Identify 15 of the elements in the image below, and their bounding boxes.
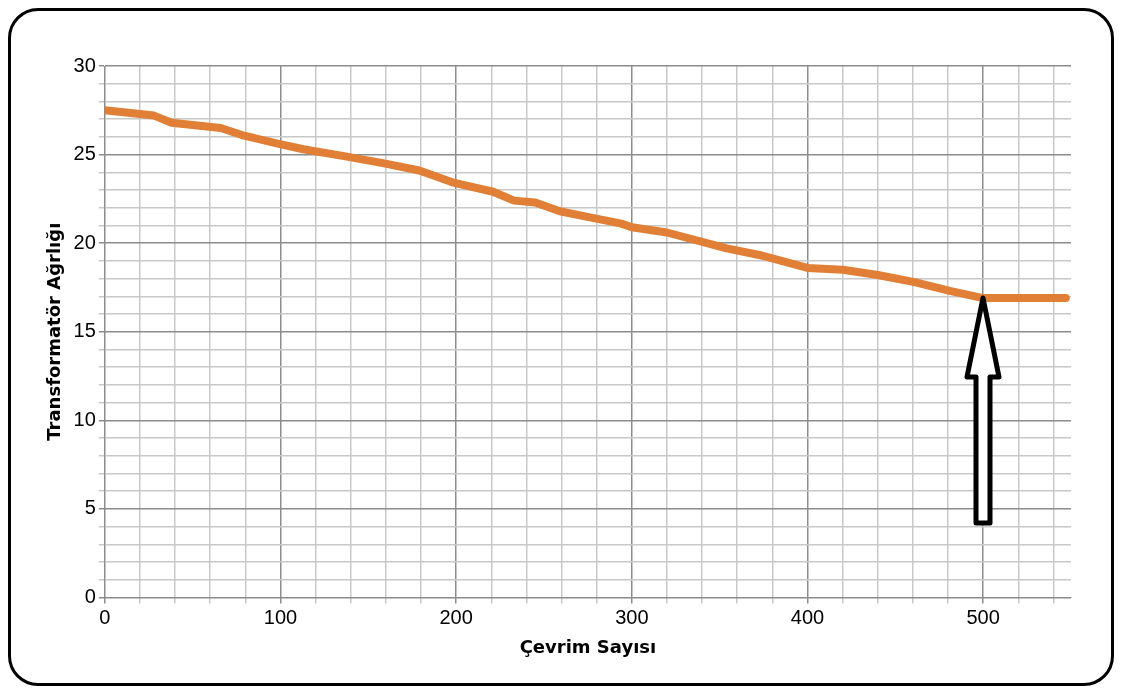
y-tick-label: 30 — [73, 53, 96, 76]
x-axis-title: Çevrim Sayısı — [519, 635, 657, 657]
y-tick-label: 10 — [73, 407, 96, 430]
y-axis-title: Transformatör Ağrlığı — [43, 222, 65, 441]
x-tick-label: 0 — [99, 605, 111, 628]
x-tick-label: 300 — [615, 605, 649, 628]
x-tick-label: 100 — [263, 605, 298, 628]
x-tick-label: 400 — [790, 605, 825, 628]
x-tick-label: 200 — [439, 605, 473, 628]
y-tick-label: 0 — [84, 584, 96, 607]
y-tick-label: 15 — [73, 319, 96, 342]
y-tick-label: 25 — [73, 142, 96, 165]
y-tick-label: 5 — [84, 496, 96, 519]
y-tick-label: 20 — [73, 230, 96, 253]
x-tick-label: 500 — [966, 605, 1000, 628]
